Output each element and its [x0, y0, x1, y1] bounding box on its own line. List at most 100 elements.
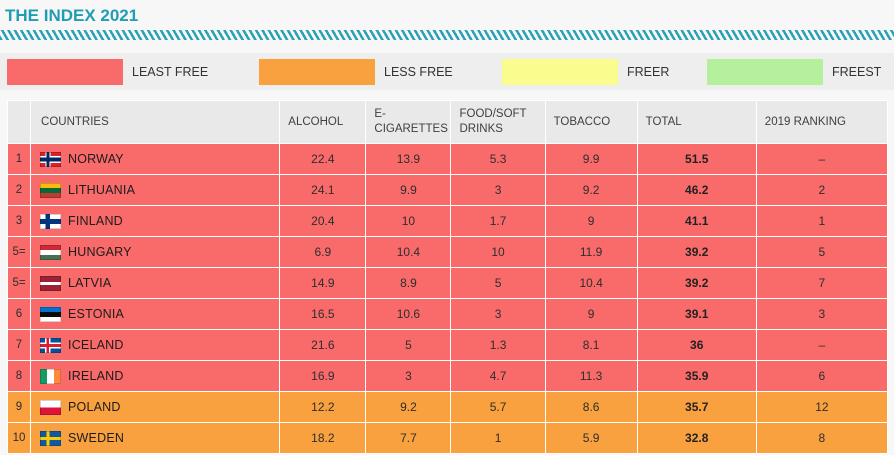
legend-grid: LEAST FREE LESS FREE FREER FREEST	[7, 58, 886, 85]
country-name: ESTONIA	[68, 307, 125, 321]
country-cell: LATVIA	[30, 267, 281, 299]
column-header-tobacco: TOBACCO	[544, 100, 638, 144]
tobacco-cell: 9.2	[544, 174, 638, 206]
country-cell-content: HUNGARY	[40, 244, 279, 260]
flag-ireland-icon	[40, 368, 62, 384]
flag-latvia-icon	[40, 275, 62, 291]
tobacco-cell: 9	[544, 205, 638, 237]
alcohol-cell: 24.1	[279, 174, 367, 206]
total-cell: 32.8	[636, 422, 757, 454]
index-table-body: 1 NORWAY 22.4 13.9 5.3 9.9 51.5 – 2 LITH…	[6, 143, 889, 454]
2019-ranking-cell: 6	[755, 360, 889, 392]
food-soft-drinks-cell: 1.3	[450, 329, 546, 361]
total-cell: 39.2	[636, 236, 757, 268]
alcohol-cell: 21.6	[279, 329, 367, 361]
rank-cell: 9	[6, 391, 32, 423]
column-header-2019-ranking: 2019 RANKING	[755, 100, 889, 144]
country-name: HUNGARY	[68, 245, 132, 259]
food-soft-drinks-cell: 3	[450, 298, 546, 330]
legend-label: FREER	[627, 64, 670, 79]
tobacco-cell: 8.1	[544, 329, 638, 361]
country-cell-content: ICELAND	[40, 337, 279, 353]
table-row: 5= LATVIA 14.9 8.9 5 10.4 39.2 7	[6, 267, 889, 299]
2019-ranking-cell: 2	[755, 174, 889, 206]
rank-cell: 6	[6, 298, 32, 330]
e-cigarettes-cell: 7.7	[365, 422, 452, 454]
rank-cell: 10	[6, 422, 32, 454]
rank-cell: 3	[6, 205, 32, 237]
legend-swatch-freer-icon	[502, 58, 618, 85]
country-name: NORWAY	[68, 152, 124, 166]
country-cell: LITHUANIA	[30, 174, 281, 206]
2019-ranking-cell: 8	[755, 422, 889, 454]
flag-lithuania-icon	[40, 182, 62, 198]
rank-cell: 7	[6, 329, 32, 361]
tobacco-cell: 10.4	[544, 267, 638, 299]
column-header-rank	[6, 100, 32, 144]
legend-swatch-freest-icon	[707, 58, 823, 85]
flag-iceland-icon	[40, 337, 62, 353]
alcohol-cell: 6.9	[279, 236, 367, 268]
rank-cell: 1	[6, 143, 32, 175]
column-header-alcohol: ALCOHOL	[279, 100, 367, 144]
country-name: ICELAND	[68, 338, 124, 352]
total-cell: 46.2	[636, 174, 757, 206]
table-row: 10 SWEDEN 18.2 7.7 1 5.9 32.8 8	[6, 422, 889, 454]
header-row: COUNTRIES ALCOHOL E-CIGARETTES FOOD/SOFT…	[6, 100, 889, 144]
tobacco-cell: 11.9	[544, 236, 638, 268]
country-cell-content: NORWAY	[40, 151, 279, 167]
food-soft-drinks-cell: 5.7	[450, 391, 546, 423]
alcohol-cell: 16.9	[279, 360, 367, 392]
country-cell-content: FINLAND	[40, 213, 279, 229]
rank-cell: 2	[6, 174, 32, 206]
2019-ranking-cell: 12	[755, 391, 889, 423]
column-header-food-soft-drinks: FOOD/SOFT DRINKS	[450, 100, 546, 144]
total-cell: 35.7	[636, 391, 757, 423]
tobacco-cell: 9	[544, 298, 638, 330]
total-cell: 39.2	[636, 267, 757, 299]
food-soft-drinks-cell: 4.7	[450, 360, 546, 392]
alcohol-cell: 18.2	[279, 422, 367, 454]
legend-item-less-free: LESS FREE	[259, 58, 502, 85]
index-table-wrap: COUNTRIES ALCOHOL E-CIGARETTES FOOD/SOFT…	[6, 100, 894, 454]
total-cell: 35.9	[636, 360, 757, 392]
e-cigarettes-cell: 9.9	[365, 174, 452, 206]
striped-divider	[0, 30, 894, 40]
total-cell: 51.5	[636, 143, 757, 175]
alcohol-cell: 22.4	[279, 143, 367, 175]
e-cigarettes-cell: 13.9	[365, 143, 452, 175]
e-cigarettes-cell: 10.4	[365, 236, 452, 268]
alcohol-cell: 20.4	[279, 205, 367, 237]
country-cell-content: IRELAND	[40, 368, 279, 384]
flag-poland-icon	[40, 399, 62, 415]
country-cell-content: SWEDEN	[40, 430, 279, 446]
country-cell: ICELAND	[30, 329, 281, 361]
e-cigarettes-cell: 3	[365, 360, 452, 392]
food-soft-drinks-cell: 10	[450, 236, 546, 268]
2019-ranking-cell: 5	[755, 236, 889, 268]
food-soft-drinks-cell: 5.3	[450, 143, 546, 175]
2019-ranking-cell: 7	[755, 267, 889, 299]
rank-cell: 8	[6, 360, 32, 392]
country-cell: HUNGARY	[30, 236, 281, 268]
legend-swatch-least-free-icon	[7, 58, 123, 85]
alcohol-cell: 12.2	[279, 391, 367, 423]
e-cigarettes-cell: 5	[365, 329, 452, 361]
total-cell: 41.1	[636, 205, 757, 237]
country-cell-content: LITHUANIA	[40, 182, 279, 198]
2019-ranking-cell: 1	[755, 205, 889, 237]
food-soft-drinks-cell: 1.7	[450, 205, 546, 237]
e-cigarettes-cell: 8.9	[365, 267, 452, 299]
alcohol-cell: 16.5	[279, 298, 367, 330]
table-row: 6 ESTONIA 16.5 10.6 3 9 39.1 3	[6, 298, 889, 330]
rank-cell: 5=	[6, 236, 32, 268]
country-name: SWEDEN	[68, 431, 125, 445]
country-name: POLAND	[68, 400, 121, 414]
tobacco-cell: 11.3	[544, 360, 638, 392]
legend-label: LESS FREE	[384, 64, 453, 79]
index-table: COUNTRIES ALCOHOL E-CIGARETTES FOOD/SOFT…	[6, 100, 889, 454]
flag-finland-icon	[40, 213, 62, 229]
country-cell: FINLAND	[30, 205, 281, 237]
country-cell-content: POLAND	[40, 399, 279, 415]
legend-item-freer: FREER	[502, 58, 707, 85]
